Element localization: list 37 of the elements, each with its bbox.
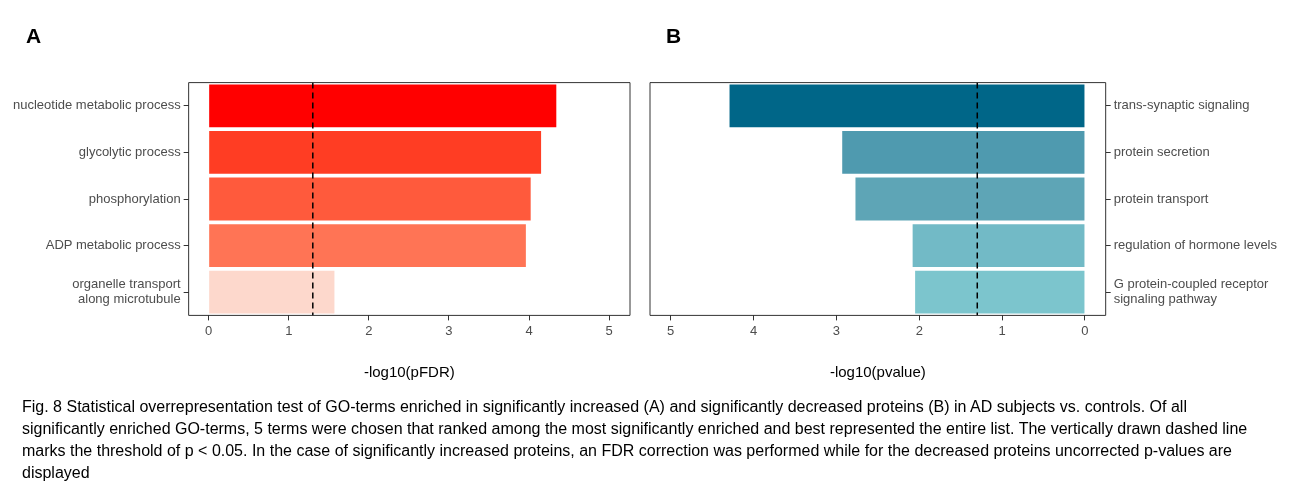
- bar: [912, 224, 1085, 267]
- x-tick-label: 3: [832, 322, 841, 338]
- y-tick-label: regulation of hormone levels: [1113, 237, 1278, 253]
- y-tick-label: ADP metabolic process: [45, 237, 182, 253]
- bar: [209, 84, 557, 128]
- x-tick-label: 2: [915, 322, 923, 338]
- chart-title: B: [665, 23, 683, 49]
- bar: [915, 270, 1085, 314]
- x-tick-label: 4: [525, 322, 533, 338]
- bar: [842, 131, 1085, 174]
- bar: [855, 177, 1085, 221]
- bar: [729, 84, 1085, 128]
- caption: Fig. 8 Statistical overrepresentation test of GO-terms enriched in significantly increased (A) and significantly decreased proteins (B) in AD subjects vs. controls. Of all significantly enriched GO-terms, 5 terms were chosen that ranked among the most significantly enriched and best represented the entire list. The vertically drawn dashed line marks the threshold of p < 0.05. In the case of significantly increased proteins, an FDR correction was performed while for the decreased proteins uncorrected p-values are displayed: [21, 397, 1249, 483]
- bar: [209, 177, 531, 221]
- bar: [209, 224, 526, 267]
- bar: [209, 131, 542, 174]
- y-tick-label: trans-synaptic signaling: [1113, 97, 1250, 113]
- x-tick-label: 0: [205, 322, 213, 338]
- x-tick-label: 2: [365, 322, 373, 338]
- y-tick-label: organelle transport along microtubule: [72, 275, 182, 307]
- x-tick-label: 5: [667, 322, 675, 338]
- y-tick-label: protein secretion: [1113, 144, 1210, 160]
- y-tick-label: G protein-coupled receptor signaling pathway: [1113, 275, 1269, 307]
- x-axis-title: -log10(pFDR): [363, 363, 455, 381]
- x-tick-label: 1: [285, 322, 293, 338]
- x-tick-label: 4: [749, 322, 758, 338]
- x-tick-label: 1: [998, 322, 1006, 338]
- y-tick-label: nucleotide metabolic process: [12, 97, 182, 113]
- y-tick-label: phosphorylation: [88, 190, 181, 206]
- bar: [209, 270, 335, 314]
- x-axis-title: -log10(pvalue): [829, 363, 926, 381]
- y-tick-label: glycolytic process: [78, 144, 182, 160]
- y-tick-label: protein transport: [1113, 190, 1209, 206]
- x-tick-label: 0: [1081, 322, 1089, 338]
- x-tick-label: 5: [605, 322, 613, 338]
- x-tick-label: 3: [445, 322, 453, 338]
- chart-title: A: [25, 23, 43, 49]
